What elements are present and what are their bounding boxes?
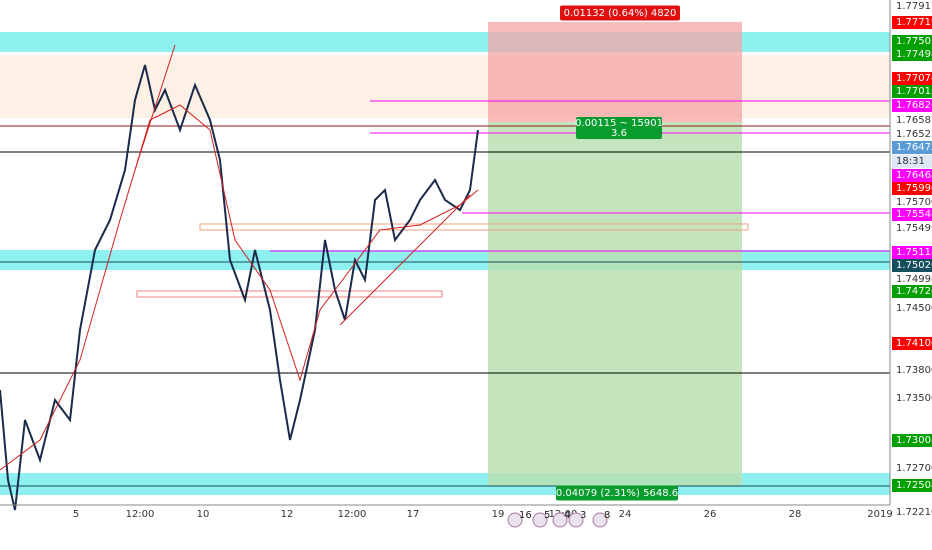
price-label-bg (892, 259, 932, 272)
price-label: 1.76522 (896, 129, 932, 140)
price-label: 1.72210 (896, 507, 932, 518)
price-label: 1.74106 (896, 338, 932, 349)
price-label-bg (892, 99, 932, 112)
price-label: 1.76468 (896, 170, 932, 181)
price-label-bg (892, 434, 932, 447)
price-label-bg (892, 169, 932, 182)
price-label-bg (892, 364, 932, 377)
price-label-bg (892, 35, 932, 48)
price-label-bg (892, 141, 932, 154)
price-label: 1.72508 (896, 480, 932, 491)
time-label: 2019 (867, 509, 892, 520)
price-label: 1.77503 (896, 36, 932, 47)
price-label-bg (892, 72, 932, 85)
price-label-bg (892, 246, 932, 259)
price-label-bg (892, 85, 932, 98)
price-label-bg (892, 462, 932, 475)
price-label: 1.74500 (896, 303, 932, 314)
event-count: 4 (564, 510, 570, 521)
event-count: 3 (580, 510, 586, 521)
time-label: 26 (704, 509, 717, 520)
target-area (488, 22, 742, 122)
price-label-bg (892, 155, 932, 168)
price-label: 18:31 (896, 156, 925, 167)
price-label: 1.73008 (896, 435, 932, 446)
price-label: 1.76472 (896, 142, 932, 153)
price-label: 1.77498 (896, 49, 932, 60)
time-label: 19 (492, 509, 505, 520)
price-label: 1.74998 (896, 274, 932, 285)
price-label: 1.74726 (896, 286, 932, 297)
event-icon (592, 512, 608, 528)
event-icon (552, 512, 568, 528)
price-label: 1.75499 (896, 223, 932, 234)
event-icon (507, 512, 523, 528)
stop-area (488, 122, 742, 486)
price-label: 1.77015 (896, 86, 932, 97)
event-icon (568, 512, 584, 528)
entry-label: 0.00115 ~ 15901 (575, 118, 663, 129)
price-label-bg (892, 16, 932, 29)
trend-line (339, 194, 471, 326)
price-label: 1.73500 (896, 393, 932, 404)
time-label: 28 (789, 509, 802, 520)
target-label: 0.01132 (0.64%) 4820 (564, 8, 677, 19)
price-label-bg (892, 182, 932, 195)
price-label: 1.75700 (896, 197, 932, 208)
price-label-bg (892, 506, 932, 519)
price-label: 1.76826 (896, 100, 932, 111)
price-label: 1.77719 (896, 17, 932, 28)
event-count: 5 (544, 510, 550, 521)
event-icon (532, 512, 548, 528)
price-label: 1.75990 (896, 183, 932, 194)
time-label: 12 (281, 509, 294, 520)
box (199, 223, 749, 231)
event-count: 16 (519, 510, 532, 521)
price-label-bg (892, 196, 932, 209)
price-label-bg (892, 302, 932, 315)
trend-line (134, 44, 176, 171)
price-label: 1.77917 (896, 1, 932, 12)
price-label-bg (892, 114, 932, 127)
target-label-bg (560, 5, 680, 21)
event-count: 8 (604, 510, 610, 521)
price-label-bg (892, 285, 932, 298)
entry-label-bg (576, 117, 662, 139)
time-label: 24 (619, 509, 632, 520)
price-label-bg (892, 337, 932, 350)
time-label: 17 (407, 509, 420, 520)
time-label: 12:00 (126, 509, 155, 520)
price-label: 1.77074 (896, 73, 932, 84)
price-label-bg (892, 208, 932, 221)
price-label-bg (892, 392, 932, 405)
price-label-bg (892, 479, 932, 492)
stop-label-bg (556, 485, 678, 501)
zone (0, 250, 890, 270)
price-label-bg (892, 273, 932, 286)
ratio-label: 3.6 (611, 128, 627, 139)
price-label: 1.75118 (896, 247, 932, 258)
price-label: 1.75548 (896, 209, 932, 220)
price-label-bg (892, 48, 932, 61)
price-label-bg (892, 222, 932, 235)
zone (0, 473, 890, 495)
price-label-bg (892, 128, 932, 141)
price-label: 1.72700 (896, 463, 932, 474)
price-path (0, 64, 479, 511)
price-label: 1.75020 (896, 260, 932, 271)
price-label-bg (892, 0, 932, 13)
time-label: 12:00 (338, 509, 367, 520)
price-label: 1.73800 (896, 365, 932, 376)
time-label: 10 (197, 509, 210, 520)
stop-label: 0.04079 (2.31%) 5648.6 (556, 488, 678, 499)
zone (0, 32, 890, 52)
box (136, 290, 443, 298)
price-label: 1.76587 (896, 115, 932, 126)
time-label: 5 (73, 509, 79, 520)
average (0, 104, 479, 471)
